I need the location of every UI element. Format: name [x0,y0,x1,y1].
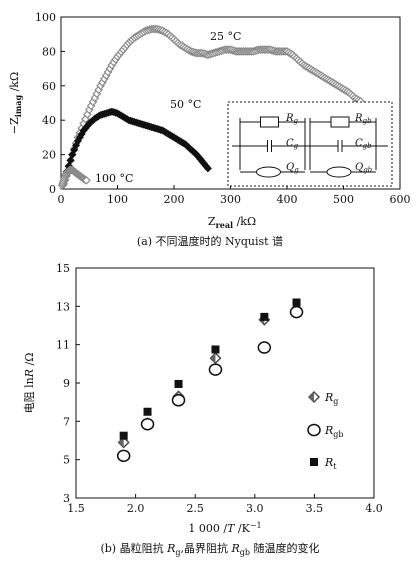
nyquist-ytick-label: 80 [42,45,56,58]
resistance-xtick-label: 1.5 [67,502,85,515]
nyquist-label-50c: 50 °C [170,98,201,111]
resistance-xtick-label: 2.5 [186,502,204,515]
resistance-ytick-label: 11 [56,339,70,352]
legend-label-rgb: Rgb [324,424,344,439]
nyquist-label-100c: 100 °C [95,172,133,185]
legend-marker-rgb [307,423,321,437]
resistance-point-rg-fill [118,437,124,448]
nyquist-ylabel: −Zimag /kΩ [8,72,23,134]
legend-marker-rg-fill [309,392,314,402]
nyquist-chart: 0 100 200 300 400 500 600 0 20 40 60 80 100 25 °C 50… [8,11,411,248]
nyquist-xtick-label: 300 [220,193,241,206]
nyquist-xlabel: Zreal /kΩ [208,215,256,230]
resistance-ytick-label: 9 [63,377,70,390]
legend-label-rt: Rt [324,456,337,471]
nyquist-ytick-label: 0 [49,183,56,196]
resistance-point-rgb [140,417,155,431]
resistance-xlabel: 1 000 /T /K−1 [188,521,261,535]
legend-label-rg: Rg [324,391,338,406]
resistance-xtick-label: 3.5 [306,502,324,515]
nyquist-xtick-label: 0 [58,193,65,206]
resistance-point-rgb [289,305,304,319]
resistance-ytick-label: 13 [56,300,70,313]
resistance-ytick-label: 3 [63,492,70,505]
resistance-xtick-label: 4.0 [365,502,383,515]
resistance-point-rt [143,407,152,416]
nyquist-point-50c [203,164,212,173]
resistance-caption: (b) 晶粒阻抗 Rg,晶界阻抗 Rgb 随温度的变化 [100,541,319,557]
resistance-ylabel: 电阻 lnR /Ω [23,353,36,414]
resistance-ytick-label: 7 [63,415,70,428]
resistance-ytick-label: 15 [56,262,70,275]
nyquist-xtick-label: 200 [164,193,185,206]
resistance-point-rt [292,298,301,307]
nyquist-xtick-label: 500 [333,193,354,206]
resistance-point-rg-fill [210,353,216,364]
nyquist-xtick-label: 100 [107,193,128,206]
nyquist-xtick-label: 600 [390,193,411,206]
legend-marker-rt [310,458,318,466]
nyquist-caption: (a) 不同温度时的 Nyquist 谱 [137,234,283,248]
nyquist-ytick-label: 20 [42,149,56,162]
resistance-point-rt [211,345,220,354]
resistance-point-rt [260,312,269,321]
resistance-xtick-label: 3.0 [246,502,264,515]
resistance-point-rgb [257,341,272,354]
equivalent-circuit-inset: Rg Cg Qg Rgb Cgb Qgb [227,101,393,187]
resistance-xtick-label: 2.0 [127,502,145,515]
nyquist-point-100c [82,176,91,185]
resistance-ytick-label: 5 [63,454,70,467]
nyquist-ytick-label: 60 [42,80,56,93]
resistance-point-rgb [208,363,223,376]
nyquist-ytick-label: 40 [42,114,56,127]
resistance-point-rt [174,379,183,388]
nyquist-xtick-label: 400 [277,193,298,206]
resistance-point-rt [119,431,128,440]
nyquist-label-25c: 25 °C [210,30,241,43]
resistance-chart: 1.5 2.0 2.5 3.0 3.5 4.0 3 5 7 9 11 13 15 Rg Rgb Rt 电阻 … [23,262,383,557]
resistance-point-rgb [116,449,131,463]
resistance-point-rgb [171,394,186,407]
nyquist-ytick-label: 100 [35,11,56,24]
